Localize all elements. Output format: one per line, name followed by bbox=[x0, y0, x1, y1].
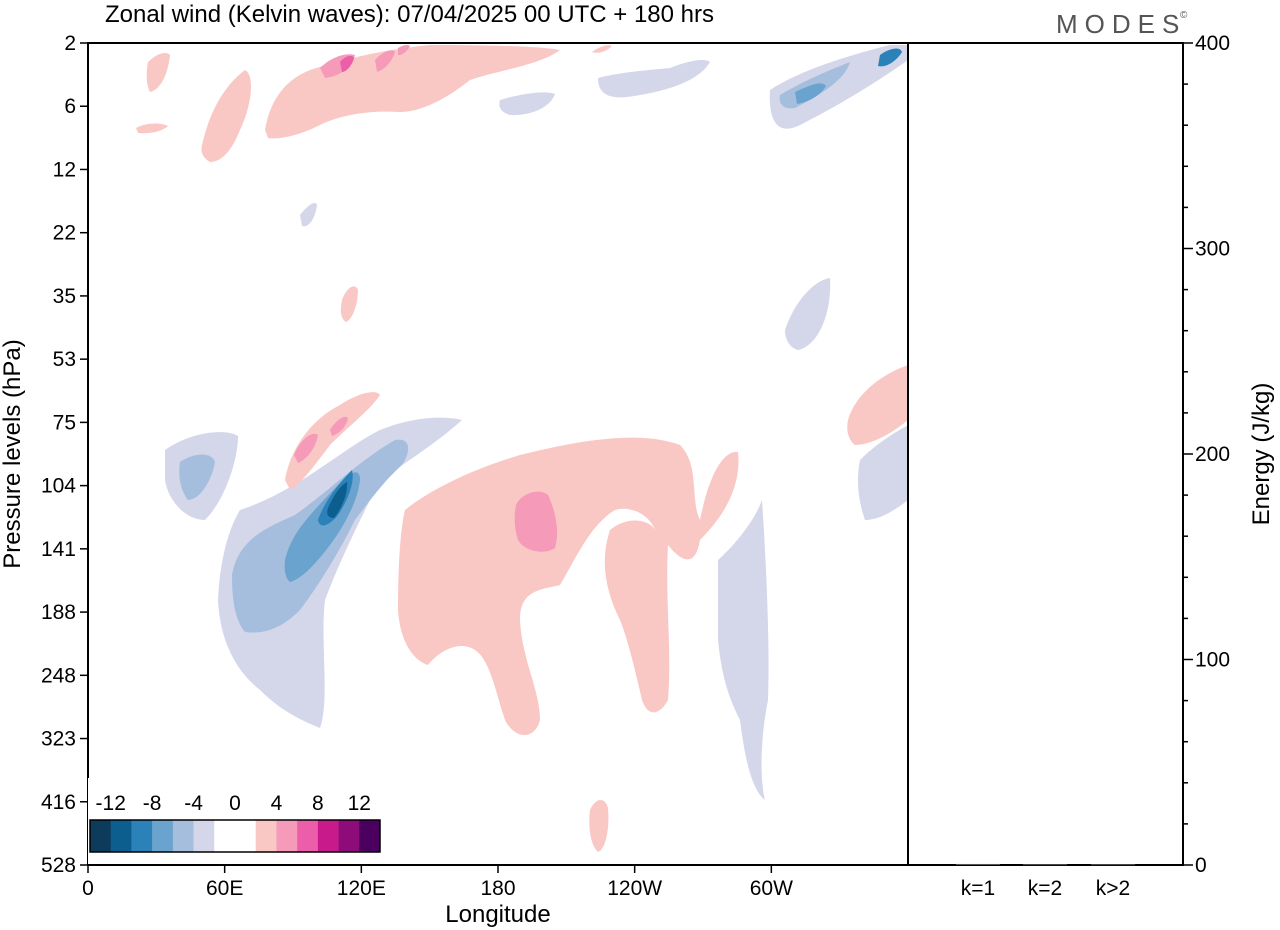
colorbar-swatch bbox=[235, 820, 257, 852]
colorbar-label: -4 bbox=[184, 792, 203, 815]
wind-anomaly-positive bbox=[201, 70, 252, 162]
y-tick-label: 22 bbox=[53, 222, 76, 245]
wind-anomaly-negative bbox=[785, 278, 831, 350]
energy-tick-label: 200 bbox=[1195, 443, 1230, 466]
x-tick-label: 60W bbox=[750, 877, 793, 900]
energy-category-label: k>2 bbox=[1096, 877, 1130, 900]
x-axis-label: Longitude bbox=[445, 901, 550, 928]
energy-tick-label: 100 bbox=[1195, 649, 1230, 672]
energy-tick-label: 300 bbox=[1195, 238, 1230, 261]
x-axis: 0 60E 120E 180 120W 60W bbox=[82, 865, 793, 900]
wind-anomaly-negative bbox=[300, 203, 317, 227]
wind-anomaly-positive bbox=[265, 45, 560, 139]
energy-axis-label: Energy (J/kg) bbox=[1248, 383, 1275, 526]
x-tick-label: 120W bbox=[607, 877, 662, 900]
y-tick-label: 141 bbox=[41, 538, 76, 561]
energy-panel-frame bbox=[907, 42, 1184, 866]
colorbar-frame bbox=[89, 819, 381, 853]
colorbar-swatch bbox=[214, 820, 236, 852]
energy-category-label: k=2 bbox=[1028, 877, 1062, 900]
y-tick-label: 416 bbox=[41, 791, 76, 814]
wind-anomaly-positive bbox=[340, 286, 358, 322]
wind-anomaly-positive bbox=[592, 45, 612, 53]
wind-anomaly-negative bbox=[795, 83, 826, 104]
y-tick-label: 35 bbox=[53, 285, 76, 308]
energy-axis: 0 100 200 300 400 bbox=[1183, 32, 1230, 877]
colorbar-swatch bbox=[131, 820, 153, 852]
y-axis-label: Pressure levels (hPa) bbox=[0, 339, 26, 568]
y-tick-label: 53 bbox=[53, 348, 76, 371]
chart-title: Zonal wind (Kelvin waves): 07/04/2025 00… bbox=[105, 1, 714, 28]
colorbar-swatch bbox=[359, 820, 381, 852]
wind-anomaly-positive bbox=[514, 491, 558, 552]
x-tick-label: 120E bbox=[337, 877, 386, 900]
modes-logo: MODES bbox=[1056, 9, 1186, 39]
colorbar-swatch bbox=[193, 820, 215, 852]
wind-anomaly-positive bbox=[330, 416, 348, 436]
energy-bar bbox=[956, 863, 1000, 865]
energy-tick-label: 0 bbox=[1195, 854, 1207, 877]
wind-anomaly-positive bbox=[398, 437, 739, 735]
x-tick-label: 180 bbox=[480, 877, 515, 900]
colorbar bbox=[89, 819, 381, 853]
energy-bar bbox=[1023, 864, 1067, 866]
x-tick-label: 0 bbox=[82, 877, 94, 900]
y-tick-label: 75 bbox=[53, 411, 76, 434]
energy-bar bbox=[1091, 864, 1135, 866]
wind-anomaly-positive bbox=[136, 123, 168, 134]
wind-anomaly-negative bbox=[769, 45, 908, 129]
wind-anomaly-positive bbox=[589, 799, 609, 852]
wind-anomaly-negative bbox=[327, 482, 348, 518]
colorbar-swatch bbox=[276, 820, 298, 852]
colorbar-swatch bbox=[317, 820, 339, 852]
wind-anomaly-negative bbox=[718, 500, 769, 800]
wind-anomaly-positive bbox=[375, 50, 395, 72]
colorbar-label: 4 bbox=[271, 792, 283, 815]
wind-anomaly-positive bbox=[285, 392, 380, 490]
y-tick-label: 2 bbox=[64, 32, 76, 55]
energy-tick-label: 400 bbox=[1195, 32, 1230, 55]
energy-category-label: k=1 bbox=[961, 877, 995, 900]
colorbar-swatch bbox=[152, 820, 174, 852]
wind-anomaly-positive bbox=[294, 433, 318, 463]
y-tick-label: 528 bbox=[41, 854, 76, 877]
colorbar-label: 8 bbox=[312, 792, 324, 815]
y-tick-label: 188 bbox=[41, 601, 76, 624]
wind-anomaly-negative bbox=[857, 425, 908, 520]
y-tick-label: 323 bbox=[41, 728, 76, 751]
colorbar-swatch bbox=[297, 820, 319, 852]
wind-anomaly-positive bbox=[847, 365, 908, 445]
y-tick-label: 6 bbox=[64, 95, 76, 118]
wind-anomaly-negative bbox=[218, 417, 462, 728]
y-tick-label: 248 bbox=[41, 664, 76, 687]
y-axis: 2 6 12 22 35 53 75 104 141 188 248 323 416 528 bbox=[41, 32, 88, 877]
wind-anomaly-negative bbox=[179, 454, 215, 500]
modes-logo-mark: © bbox=[1180, 10, 1188, 21]
wind-anomaly-positive bbox=[340, 55, 354, 72]
wind-anomaly-negative bbox=[598, 60, 710, 98]
colorbar-label: 12 bbox=[348, 792, 371, 815]
colorbar-swatch bbox=[172, 820, 194, 852]
colorbar-swatch bbox=[255, 820, 277, 852]
wind-anomaly-negative bbox=[878, 48, 902, 67]
colorbar-label: -12 bbox=[96, 792, 126, 815]
colorbar-swatch bbox=[338, 820, 360, 852]
colorbar-labels: -12 -8 -4 0 4 8 12 bbox=[96, 792, 371, 815]
colorbar-label: 0 bbox=[229, 792, 241, 815]
colorbar-label: -8 bbox=[143, 792, 162, 815]
wind-anomaly-negative bbox=[499, 92, 555, 116]
colorbar-swatch bbox=[110, 820, 132, 852]
y-tick-label: 12 bbox=[53, 158, 76, 181]
y-tick-label: 104 bbox=[41, 475, 76, 498]
energy-bars: k=1 k=2 k>2 bbox=[956, 863, 1135, 900]
wind-anomaly-positive bbox=[146, 52, 170, 92]
x-tick-label: 60E bbox=[206, 877, 243, 900]
wind-field bbox=[136, 44, 908, 852]
wind-anomaly-positive bbox=[398, 44, 410, 56]
colorbar-swatch bbox=[90, 820, 112, 852]
